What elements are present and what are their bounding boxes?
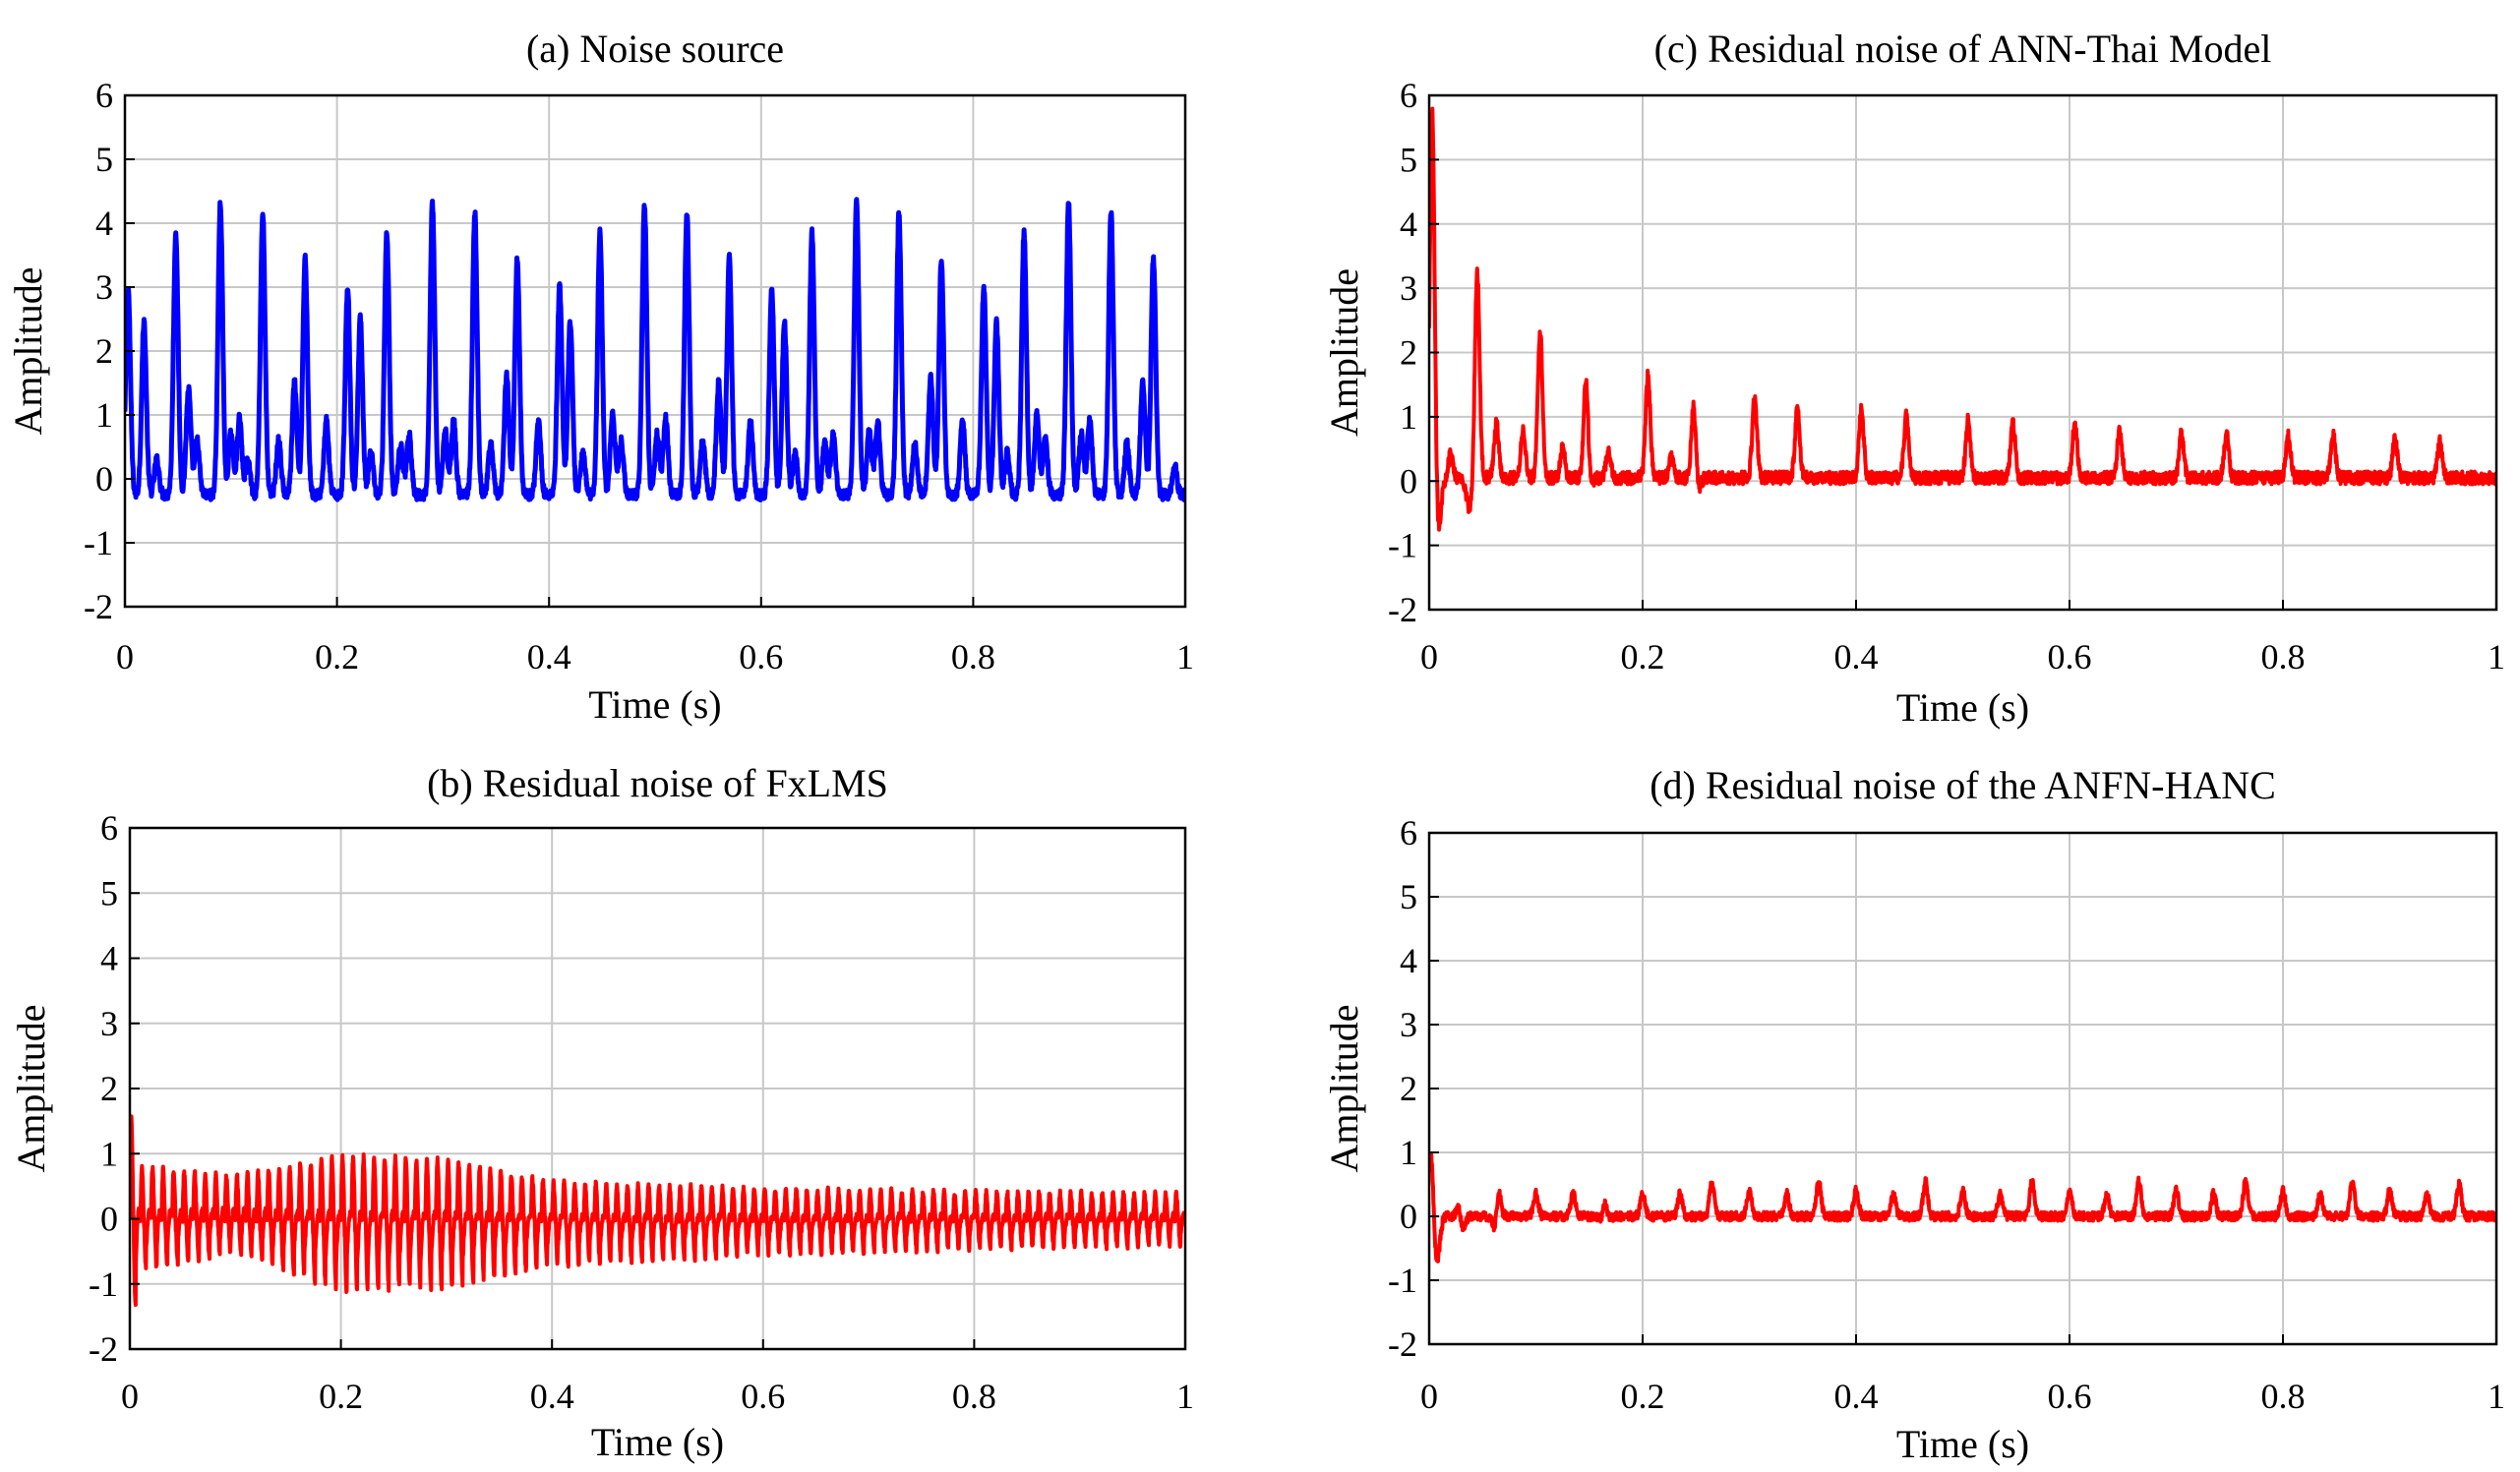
y-tick-label: 5 — [1400, 877, 1417, 916]
y-tick-label: 0 — [100, 1200, 118, 1239]
x-axis-label: Time (s) — [591, 1420, 724, 1464]
y-tick-label: -2 — [1388, 590, 1417, 629]
y-tick-label: 1 — [1400, 1133, 1417, 1172]
y-tick-label: 6 — [1400, 813, 1417, 853]
y-tick-label: 3 — [1400, 1005, 1417, 1044]
y-tick-label: 0 — [1400, 1197, 1417, 1236]
x-tick-label: 1 — [2488, 637, 2505, 677]
y-axis-label: Amplitude — [1322, 1004, 1366, 1172]
y-tick-label: 5 — [1400, 140, 1417, 179]
x-tick-label: 0.6 — [741, 1377, 785, 1416]
chart-title: (d) Residual noise of the ANFN-HANC — [1650, 763, 2276, 807]
y-tick-label: 1 — [100, 1134, 118, 1173]
panel-c-ann-thai-residual: 0 0.2 0.4 0.6 0.8 1 -2 -1 0 1 2 3 4 5 6 (c) Residual no… — [1322, 27, 2505, 730]
chart-title: (b) Residual noise of FxLMS — [427, 761, 888, 805]
x-axis-label: Time (s) — [1896, 1422, 2029, 1466]
y-axis-label: Amplitude — [1322, 268, 1366, 437]
y-tick-label: 2 — [100, 1069, 118, 1108]
y-axis-label: Amplitude — [9, 1004, 53, 1172]
y-tick-label: 6 — [95, 76, 113, 115]
x-tick-label: 0 — [116, 637, 134, 677]
x-tick-label: 0.8 — [2261, 1377, 2306, 1416]
y-axis-label: Amplitude — [6, 266, 50, 435]
panel-b-fxlms-residual: 0 0.2 0.4 0.6 0.8 1 -2 -1 0 1 2 3 4 5 6 (b) Residual no… — [9, 761, 1194, 1464]
x-tick-label: 0.8 — [2261, 637, 2306, 677]
y-tick-label: 0 — [95, 459, 113, 499]
x-tick-label: 1 — [2488, 1377, 2505, 1416]
y-tick-label: 2 — [1400, 1069, 1417, 1108]
y-tick-label: 3 — [95, 267, 113, 307]
y-tick-label: 3 — [1400, 268, 1417, 308]
y-tick-label: -2 — [89, 1329, 118, 1369]
y-tick-label: 4 — [1400, 941, 1417, 980]
x-tick-label: 0.4 — [1834, 1377, 1879, 1416]
series-line — [1429, 1152, 2496, 1264]
y-tick-label: 4 — [1400, 205, 1417, 244]
x-tick-label: 0.4 — [1834, 637, 1879, 677]
y-tick-label: 1 — [95, 395, 113, 435]
panel-a-noise-source: 0 0.2 0.4 0.6 0.8 1 -2 -1 0 1 2 3 4 5 6 (a) Noise sourc… — [6, 27, 1194, 727]
y-tick-label: -2 — [1388, 1325, 1417, 1364]
y-tick-label: 2 — [1400, 333, 1417, 373]
y-tick-label: -2 — [84, 587, 113, 626]
x-tick-label: 1 — [1176, 1377, 1194, 1416]
series-line — [1429, 106, 2496, 532]
x-tick-label: 0.2 — [1621, 637, 1665, 677]
x-tick-label: 0.6 — [739, 637, 783, 677]
x-tick-label: 0.2 — [319, 1377, 363, 1416]
x-tick-label: 0 — [121, 1377, 139, 1416]
y-tick-label: -1 — [1388, 1261, 1417, 1300]
y-tick-label: 5 — [100, 873, 118, 913]
y-tick-label: -1 — [89, 1265, 118, 1304]
y-tick-label: 3 — [100, 1004, 118, 1043]
x-tick-label: 0.8 — [952, 1377, 996, 1416]
x-tick-label: 0 — [1420, 637, 1438, 677]
x-tick-label: 0.2 — [315, 637, 359, 677]
x-tick-label: 0.6 — [2048, 637, 2092, 677]
x-tick-label: 0 — [1420, 1377, 1438, 1416]
chart-title: (a) Noise source — [526, 27, 784, 71]
series-line — [130, 1114, 1185, 1307]
x-tick-label: 0.8 — [951, 637, 995, 677]
y-tick-label: 2 — [95, 331, 113, 371]
x-tick-label: 0.2 — [1621, 1377, 1665, 1416]
panel-d-anfn-hanc-residual: 0 0.2 0.4 0.6 0.8 1 -2 -1 0 1 2 3 4 5 6 (d) Residual no… — [1322, 763, 2505, 1466]
y-tick-label: -1 — [84, 523, 113, 562]
y-tick-label: 0 — [1400, 461, 1417, 500]
chart-title: (c) Residual noise of ANN-Thai Model — [1654, 27, 2272, 71]
x-axis-label: Time (s) — [1896, 685, 2029, 730]
series-line — [125, 197, 1185, 502]
y-tick-label: 4 — [100, 939, 118, 978]
y-tick-label: -1 — [1388, 526, 1417, 565]
x-axis-label: Time (s) — [588, 682, 721, 727]
x-tick-label: 0.4 — [530, 1377, 574, 1416]
y-tick-label: 6 — [1400, 76, 1417, 115]
y-tick-label: 6 — [100, 808, 118, 848]
x-tick-label: 1 — [1176, 637, 1194, 677]
x-tick-label: 0.4 — [527, 637, 571, 677]
y-tick-label: 4 — [95, 204, 113, 243]
y-tick-label: 5 — [95, 140, 113, 179]
y-tick-label: 1 — [1400, 397, 1417, 437]
x-tick-label: 0.6 — [2048, 1377, 2092, 1416]
